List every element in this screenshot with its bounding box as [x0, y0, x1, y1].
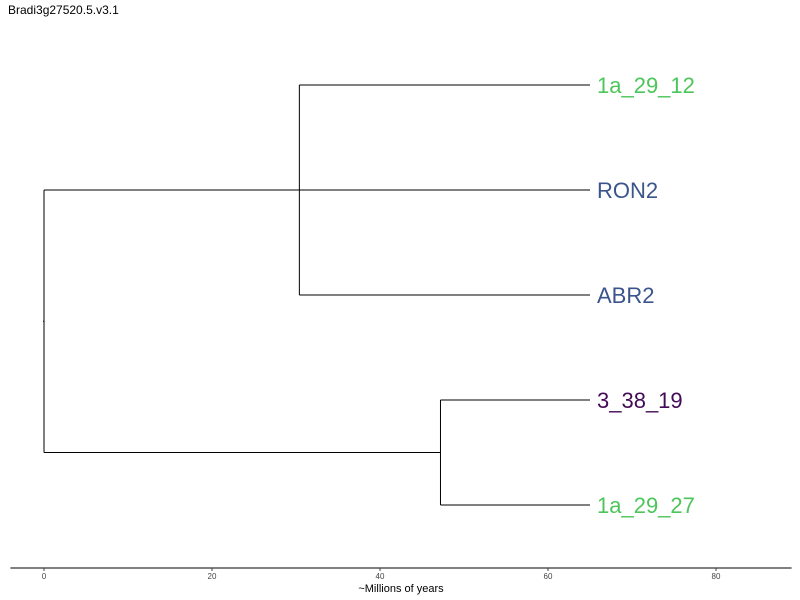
x-axis-ticks: 0 20 40 60 80 — [42, 568, 721, 581]
x-tick-label: 40 — [376, 572, 385, 581]
tree-branches — [43, 84, 590, 506]
tip-label: RON2 — [597, 178, 658, 203]
tip-label: 1a_29_12 — [597, 73, 695, 98]
tip-label: 1a_29_27 — [597, 493, 695, 518]
x-tick-label: 60 — [544, 572, 553, 581]
tip-labels: 1a_29_12 RON2 ABR2 3_38_19 1a_29_27 — [597, 73, 695, 518]
plot-title: Bradi3g27520.5.v3.1 — [8, 3, 119, 17]
x-tick-label: 0 — [42, 572, 47, 581]
tip-label: ABR2 — [597, 283, 654, 308]
x-axis: 0 20 40 60 80 ~Millions of years — [10, 567, 792, 595]
x-tick-label: 20 — [208, 572, 217, 581]
x-axis-label: ~Millions of years — [358, 583, 444, 595]
x-tick-label: 80 — [712, 572, 721, 581]
tip-label: 3_38_19 — [597, 388, 683, 413]
